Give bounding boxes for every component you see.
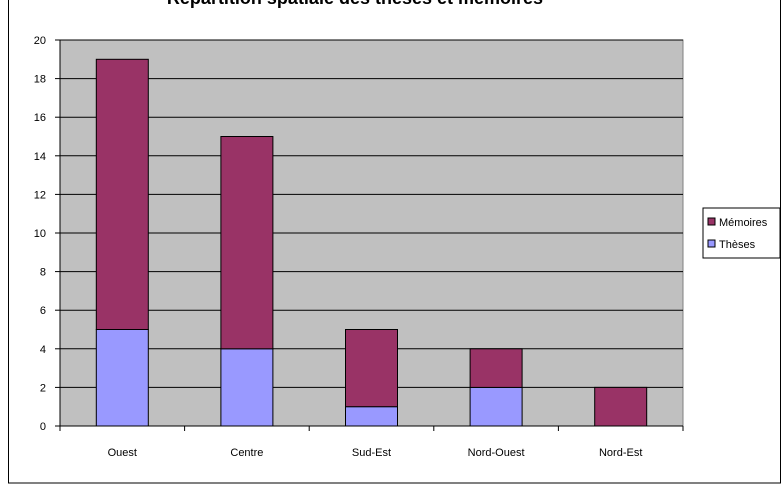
bar (95, 58, 149, 331)
y-tick-label: 14 (34, 151, 46, 163)
bar (345, 329, 398, 408)
bar (345, 406, 398, 427)
legend-swatch (707, 239, 716, 248)
y-tick-label: 2 (40, 382, 46, 394)
legend-label: Thèses (719, 239, 756, 251)
legend-box (702, 207, 781, 259)
y-tick-label: 8 (40, 267, 46, 279)
chart-title: Répartition spatiale des thèses et mémoi… (167, 0, 543, 8)
x-tick-label: Nord-Ouest (468, 447, 525, 459)
bar (95, 329, 149, 427)
bar (469, 348, 523, 388)
bar (220, 136, 274, 350)
x-tick-label: Centre (230, 447, 263, 459)
y-tick-label: 20 (34, 35, 46, 47)
legend-swatch (707, 217, 716, 226)
legend-label: Mémoires (719, 217, 768, 229)
y-tick-label: 4 (40, 344, 46, 356)
x-tick-label: Nord-Est (599, 447, 642, 459)
x-tick-label: Sud-Est (352, 447, 391, 459)
bar (594, 386, 648, 427)
y-tick-label: 0 (40, 421, 46, 433)
y-tick-label: 18 (34, 74, 46, 86)
bar (469, 386, 523, 427)
y-tick-label: 16 (34, 112, 46, 124)
y-tick-label: 10 (34, 228, 46, 240)
y-tick-label: 12 (34, 189, 46, 201)
x-tick-label: Ouest (108, 447, 137, 459)
y-tick-label: 6 (40, 305, 46, 317)
bar (220, 348, 274, 427)
